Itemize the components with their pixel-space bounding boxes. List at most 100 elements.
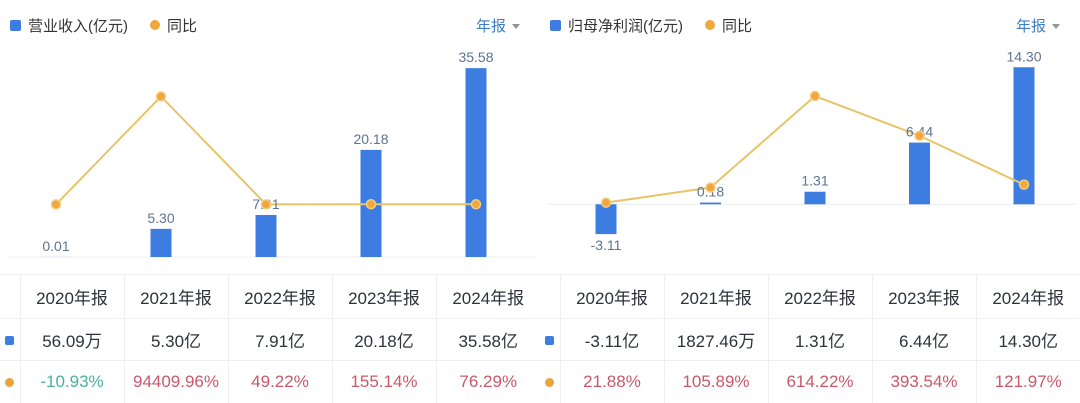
table-col-header: 2021年报 — [124, 275, 228, 319]
bar-value-label: 1.31 — [801, 173, 828, 189]
table-cell: 20.18亿 — [332, 319, 436, 361]
legend-item-yoy[interactable]: 同比 — [705, 15, 752, 36]
table-col-header: 2021年报 — [664, 275, 768, 319]
table-cell: 614.22% — [768, 361, 872, 403]
yoy-point-2020年报[interactable] — [52, 200, 61, 209]
table-col-header: 2024年报 — [976, 275, 1080, 319]
table-cell: 5.30亿 — [124, 319, 228, 361]
yoy-point-2020年报[interactable] — [602, 198, 611, 207]
net-profit-legend: 归母净利润(亿元) 同比 — [550, 15, 752, 36]
bar-2021年报[interactable] — [151, 229, 172, 257]
bar-series-marker-icon — [550, 20, 561, 31]
series-marker-cell — [0, 319, 20, 361]
legend-item-revenue[interactable]: 营业收入(亿元) — [10, 15, 128, 36]
bar-2022年报[interactable] — [805, 192, 826, 205]
yoy-point-2023年报[interactable] — [915, 131, 924, 140]
table-cell: 35.58亿 — [436, 319, 540, 361]
bar-value-label: 5.30 — [147, 210, 174, 226]
series-marker-cell — [540, 361, 560, 403]
table-col-header: 2022年报 — [228, 275, 332, 319]
table-col-header: 2024年报 — [436, 275, 540, 319]
table-cell: 56.09万 — [20, 319, 124, 361]
yoy-line — [56, 96, 476, 204]
period-selector-label: 年报 — [476, 15, 506, 36]
bar-value-label: 14.30 — [1006, 48, 1041, 64]
line-series-marker-icon — [5, 378, 14, 387]
table-cell: 6.44亿 — [872, 319, 976, 361]
table-cell: 14.30亿 — [976, 319, 1080, 361]
bar-2023年报[interactable] — [909, 143, 930, 205]
yoy-point-2024年报[interactable] — [472, 200, 481, 209]
table-cell: 94409.96% — [124, 361, 228, 403]
bar-value-label: 20.18 — [353, 131, 388, 147]
legend-label-net-profit: 归母净利润(亿元) — [568, 15, 683, 36]
table-col-header: 2020年报 — [20, 275, 124, 319]
bar-value-label: -3.11 — [591, 237, 622, 253]
net-profit-panel: 归母净利润(亿元) 同比 年报 -3.110.181.316.4414.30 2… — [540, 0, 1080, 402]
table-cell: 393.54% — [872, 361, 976, 403]
yoy-point-2024年报[interactable] — [1020, 180, 1029, 189]
legend-label-revenue: 营业收入(亿元) — [28, 15, 128, 36]
table-cell: 7.91亿 — [228, 319, 332, 361]
bar-2020年报[interactable] — [596, 204, 617, 234]
line-series-marker-icon — [545, 378, 554, 387]
chevron-down-icon — [512, 24, 520, 29]
table-col-header: 2020年报 — [560, 275, 664, 319]
table-col-header: 2023年报 — [332, 275, 436, 319]
revenue-legend: 营业收入(亿元) 同比 — [10, 15, 197, 36]
net-profit-panel-header: 归母净利润(亿元) 同比 年报 — [540, 0, 1080, 40]
bar-2021年报[interactable] — [700, 203, 721, 205]
net-profit-bar-line-chart: -3.110.181.316.4414.30 — [540, 40, 1080, 262]
table-cell: 155.14% — [332, 361, 436, 403]
bar-series-marker-icon — [545, 336, 554, 345]
table-row-同比: -10.93%94409.96%49.22%155.14%76.29% — [0, 361, 540, 403]
bar-value-label: 0.01 — [42, 238, 69, 254]
series-marker-cell — [540, 319, 560, 361]
period-selector-dropdown[interactable]: 年报 — [1016, 15, 1060, 36]
bar-value-label: 35.58 — [458, 49, 493, 65]
yoy-point-2022年报[interactable] — [811, 92, 820, 101]
legend-item-yoy[interactable]: 同比 — [150, 15, 197, 36]
table-cell: 105.89% — [664, 361, 768, 403]
bar-2024年报[interactable] — [466, 68, 487, 257]
table-col-header: 2023年报 — [872, 275, 976, 319]
table-col-header: 2022年报 — [768, 275, 872, 319]
table-cell: 49.22% — [228, 361, 332, 403]
table-cell: 1827.46万 — [664, 319, 768, 361]
table-cell: -3.11亿 — [560, 319, 664, 361]
line-series-marker-icon — [150, 20, 160, 30]
revenue-panel-header: 营业收入(亿元) 同比 年报 — [0, 0, 540, 40]
bar-series-marker-icon — [10, 20, 21, 31]
chevron-down-icon — [1052, 24, 1060, 29]
period-selector-dropdown[interactable]: 年报 — [476, 15, 520, 36]
legend-label-yoy: 同比 — [167, 15, 197, 36]
table-cell: 121.97% — [976, 361, 1080, 403]
table-cell: 21.88% — [560, 361, 664, 403]
series-marker-cell — [0, 361, 20, 403]
yoy-point-2021年报[interactable] — [706, 183, 715, 192]
yoy-point-2021年报[interactable] — [157, 92, 166, 101]
bar-2022年报[interactable] — [256, 215, 277, 257]
marker-column-header — [0, 275, 20, 319]
table-row-同比: 21.88%105.89%614.22%393.54%121.97% — [540, 361, 1080, 403]
bar-series-marker-icon — [5, 336, 14, 345]
yoy-point-2023年报[interactable] — [367, 200, 376, 209]
table-cell: 76.29% — [436, 361, 540, 403]
line-series-marker-icon — [705, 20, 715, 30]
marker-column-header — [540, 275, 560, 319]
legend-item-net-profit[interactable]: 归母净利润(亿元) — [550, 15, 683, 36]
yoy-point-2022年报[interactable] — [262, 200, 271, 209]
legend-label-yoy: 同比 — [722, 15, 752, 36]
period-selector-label: 年报 — [1016, 15, 1046, 36]
table-cell: -10.93% — [20, 361, 124, 403]
